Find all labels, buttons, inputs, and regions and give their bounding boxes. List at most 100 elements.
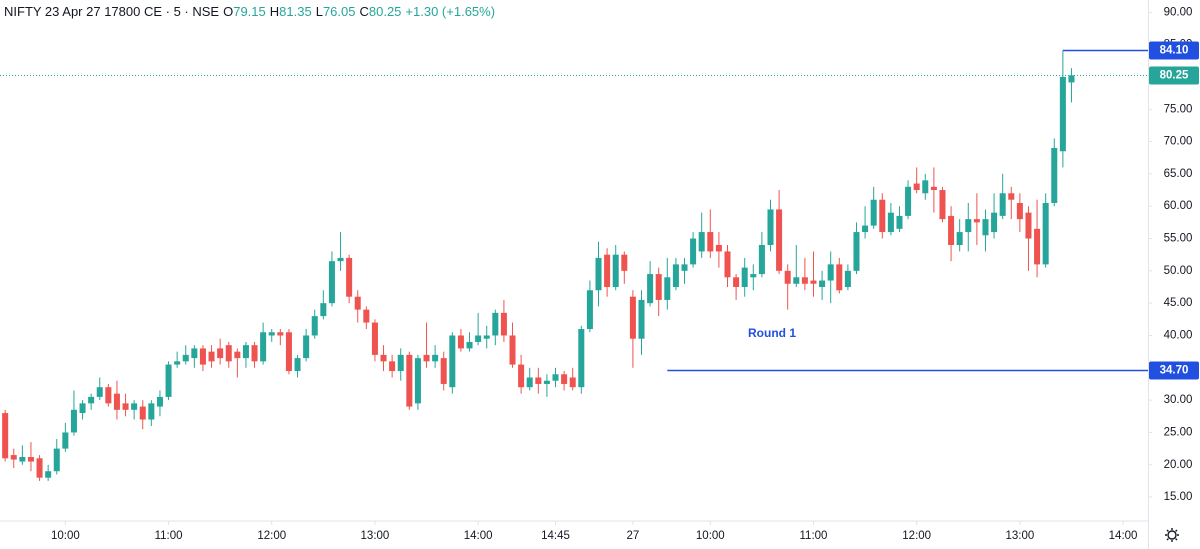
y-tick-label: 30.00: [1164, 394, 1193, 406]
candle-body: [827, 264, 834, 281]
candle-body: [156, 396, 163, 407]
candle-body: [303, 335, 310, 359]
y-tick-label: 15.00: [1164, 491, 1193, 503]
candle-body: [1025, 212, 1032, 239]
candle-body: [457, 335, 464, 349]
candle-body: [182, 354, 189, 362]
candle-body: [1008, 193, 1015, 200]
candle-body: [870, 199, 877, 226]
x-tick-label: 14:00: [464, 530, 493, 542]
x-tick-label: 14:45: [541, 530, 570, 542]
candle-body: [148, 403, 155, 420]
candle-body: [913, 183, 920, 191]
candle-body: [638, 299, 645, 339]
candle-body: [776, 209, 783, 271]
x-tick-label: 13:00: [1005, 530, 1034, 542]
candle-body: [423, 354, 430, 362]
candle-body: [750, 274, 757, 278]
x-tick-label: 12:00: [257, 530, 286, 542]
candle-body: [784, 270, 791, 284]
x-tick-label: 10:00: [51, 530, 80, 542]
candle-body: [251, 345, 258, 362]
y-tick-label: 40.00: [1164, 330, 1193, 342]
candle-body: [165, 364, 172, 397]
candle-body: [70, 409, 77, 433]
candle-body: [113, 393, 120, 410]
candle-body: [191, 348, 198, 359]
y-tick-label: 75.00: [1164, 103, 1193, 115]
candle-body: [174, 361, 181, 365]
candle-body: [483, 335, 490, 339]
candle-body: [88, 396, 95, 404]
candle-body: [217, 348, 224, 359]
candle-body: [801, 277, 808, 284]
candle-body: [79, 403, 86, 414]
candle-body: [836, 264, 843, 291]
candle-body: [956, 232, 963, 245]
candle-body: [612, 254, 619, 288]
price-label: 84.10: [1160, 45, 1189, 57]
candle-body: [105, 387, 112, 404]
candle-body: [260, 332, 267, 362]
candle-body: [268, 332, 275, 336]
candle-body: [939, 190, 946, 220]
candle-body: [586, 290, 593, 330]
price-label-box: [1149, 66, 1199, 85]
y-tick-label: 55.00: [1164, 233, 1193, 245]
candle-body: [285, 332, 292, 372]
candle-body: [862, 225, 869, 233]
candle-body: [242, 345, 249, 359]
candle-body: [690, 238, 697, 265]
legend-key: H: [270, 4, 279, 19]
candle-body: [526, 377, 533, 388]
candle-body: [1042, 202, 1049, 265]
candle-body: [277, 332, 284, 336]
y-tick-label: 50.00: [1164, 265, 1193, 277]
candle-body: [27, 457, 34, 462]
x-tick-label: 13:00: [361, 530, 390, 542]
candle-body: [561, 374, 568, 384]
candle-body: [681, 264, 688, 271]
candle-body: [139, 406, 146, 420]
chart-header: NIFTY 23 Apr 27 17800 CE · 5 · NSE O79.15…: [4, 4, 495, 19]
settings-icon[interactable]: [1165, 528, 1179, 542]
candle-body: [733, 277, 740, 288]
legend-value: 81.35: [279, 4, 312, 19]
candle-body: [397, 354, 404, 372]
candle-body: [518, 364, 525, 388]
chart-title: NIFTY 23 Apr 27 17800 CE · 5 · NSE: [4, 4, 219, 19]
candle-body: [741, 267, 748, 288]
price-label: 34.70: [1160, 365, 1189, 377]
candle-body: [19, 457, 26, 462]
candle-body: [672, 264, 679, 288]
candle-body: [389, 361, 396, 372]
candle-body: [449, 335, 456, 388]
x-tick-label: 10:00: [696, 530, 725, 542]
candle-body: [311, 316, 318, 336]
y-tick-label: 60.00: [1164, 200, 1193, 212]
y-tick-label: 65.00: [1164, 168, 1193, 180]
candle-body: [707, 232, 714, 252]
candle-body: [879, 199, 886, 233]
candle-body: [225, 345, 232, 362]
candle-body: [131, 403, 138, 410]
candle-body: [475, 335, 482, 342]
annotation: Round 1: [748, 326, 796, 340]
candle-body: [922, 180, 929, 194]
candle-body: [406, 354, 413, 407]
candle-body: [36, 458, 43, 478]
candle-body: [1034, 228, 1041, 265]
candle-body: [578, 329, 585, 388]
candle-body: [10, 455, 17, 460]
candle-body: [647, 274, 654, 304]
candle-body: [758, 244, 765, 275]
candle-body: [122, 403, 129, 410]
candle-body: [1068, 75, 1075, 83]
candle-body: [595, 257, 602, 291]
y-tick-label: 70.00: [1164, 136, 1193, 148]
candle-body: [535, 377, 542, 384]
x-tick-label: 12:00: [902, 530, 931, 542]
legend-value: 80.25: [369, 4, 402, 19]
candle-body: [208, 351, 215, 362]
y-tick-label: 45.00: [1164, 297, 1193, 309]
